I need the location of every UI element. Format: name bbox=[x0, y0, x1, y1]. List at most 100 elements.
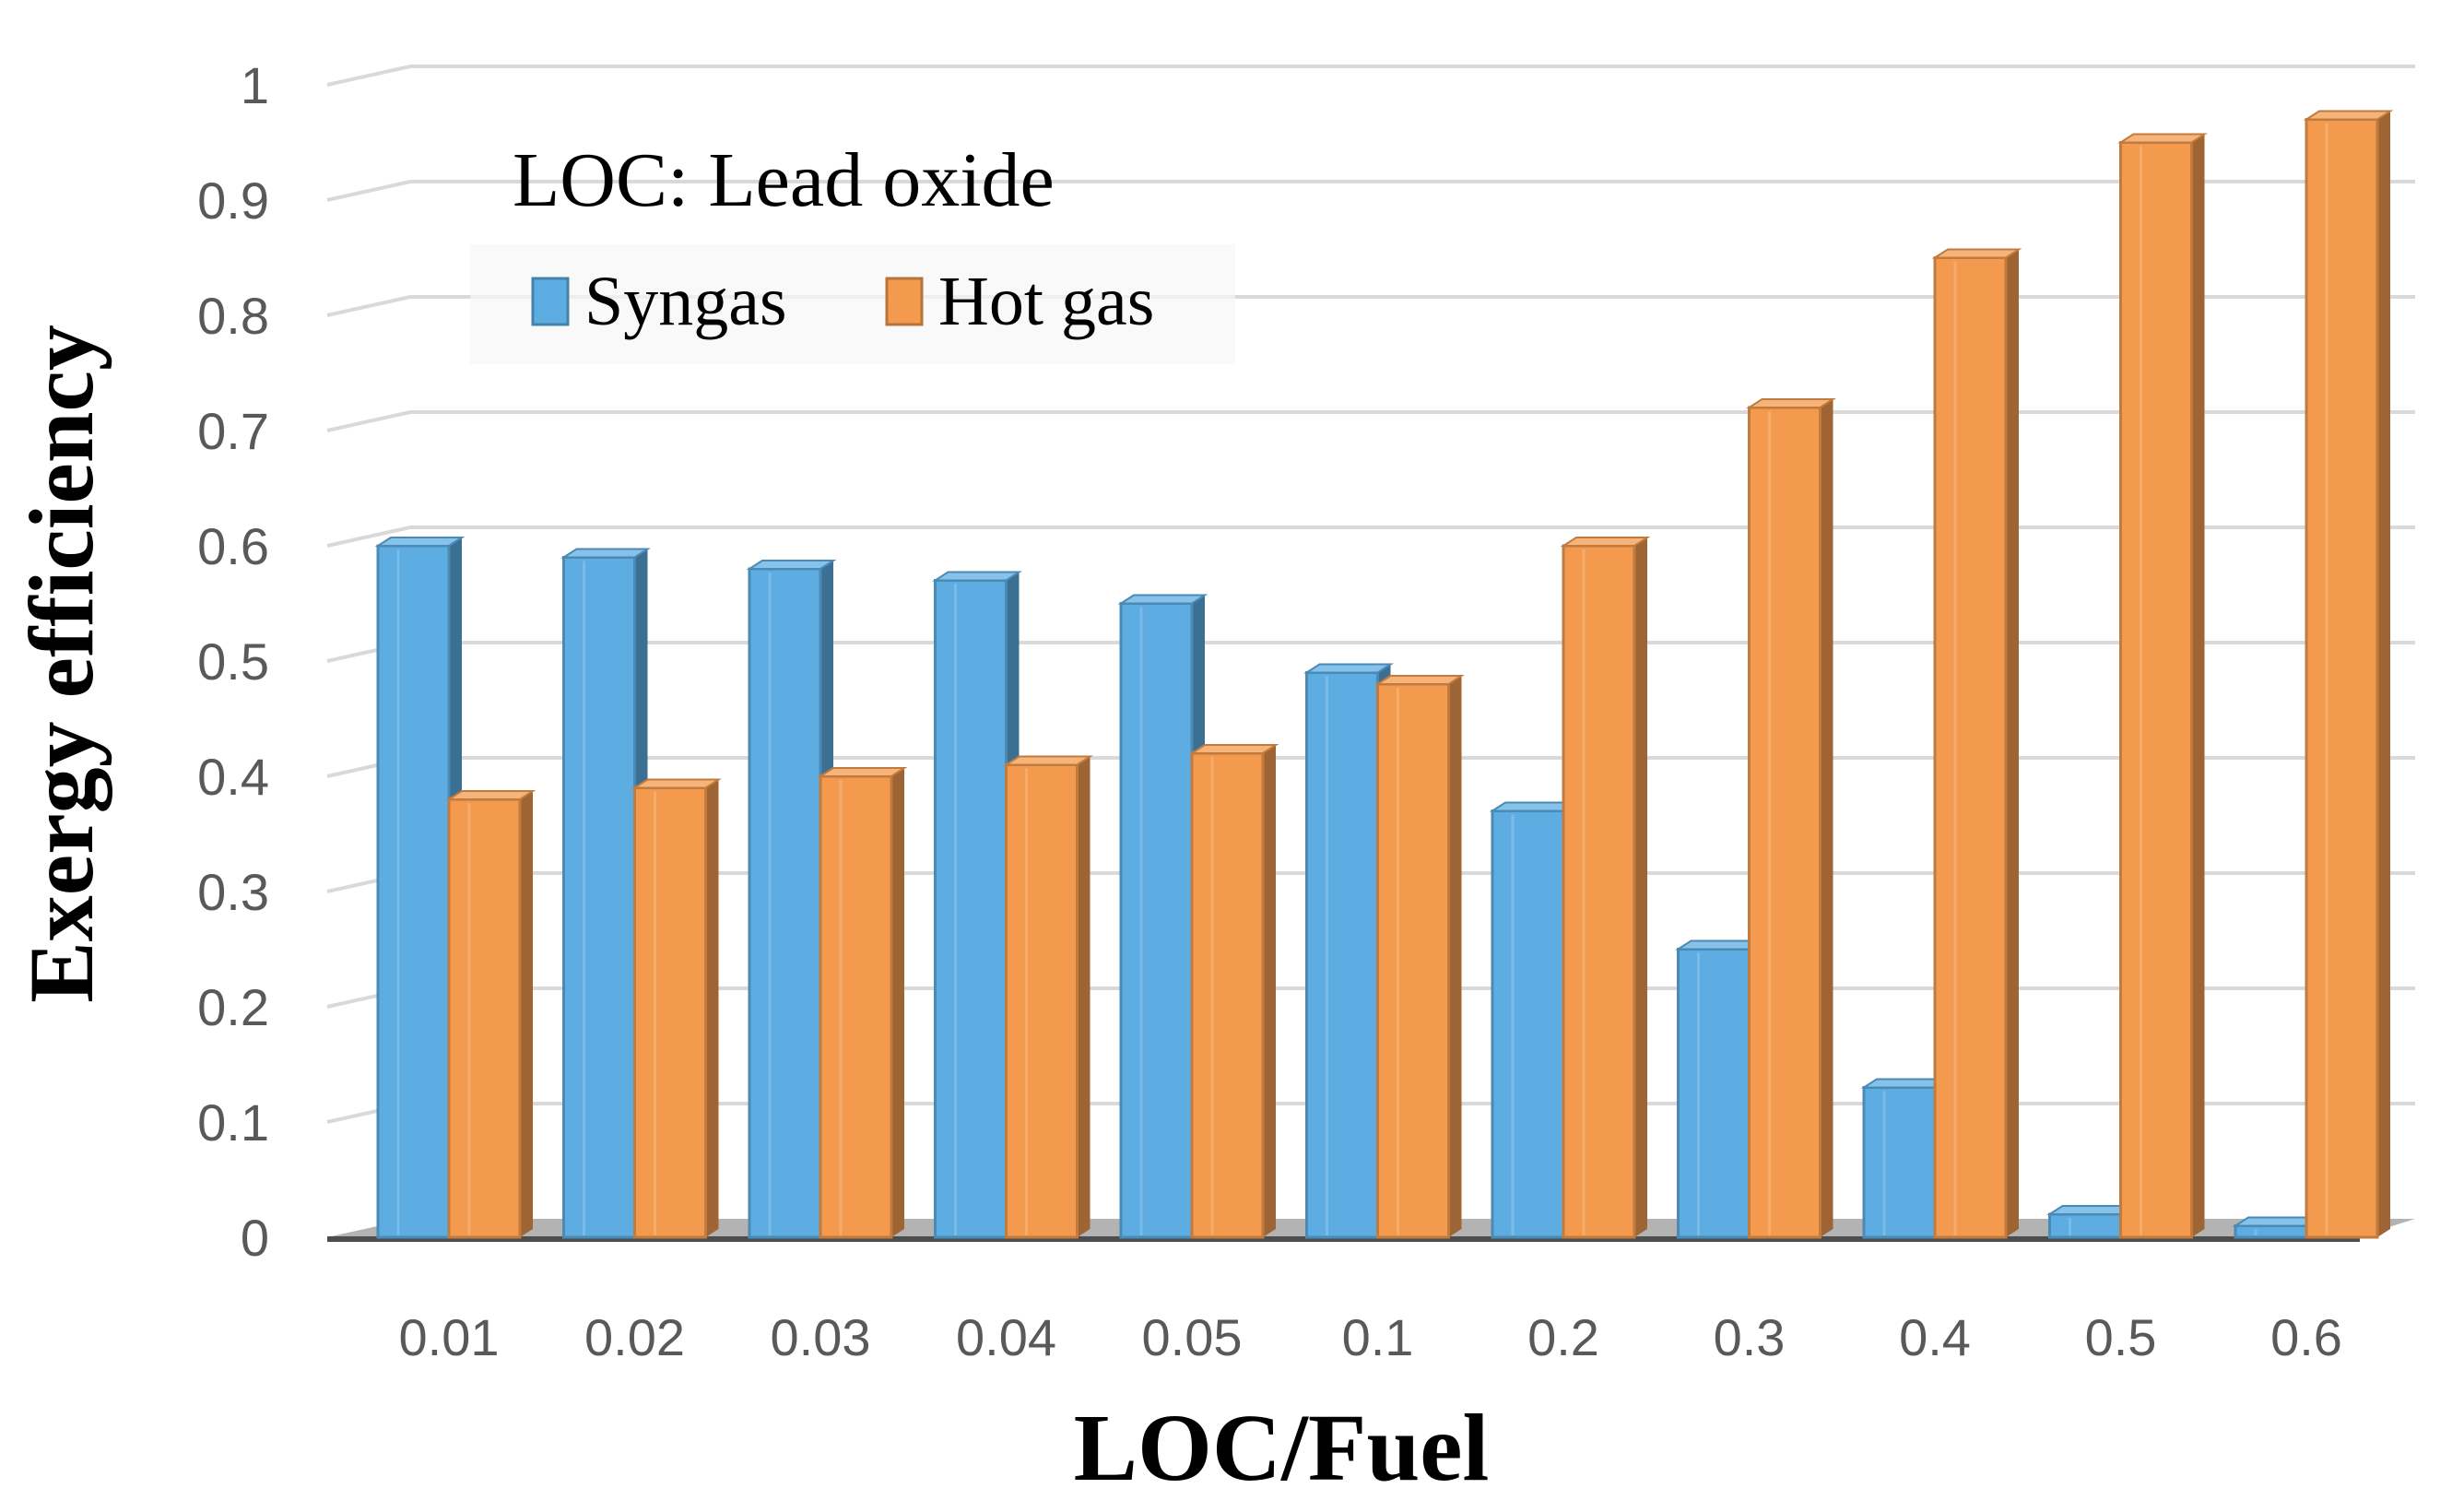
bar-top bbox=[2303, 110, 2394, 121]
legend: Syngas Hot gas bbox=[470, 244, 1235, 364]
bar-top bbox=[560, 548, 651, 559]
y-tick-label: 0.4 bbox=[197, 748, 269, 806]
x-tick-label: 0.3 bbox=[1714, 1308, 1786, 1366]
bar-hot-gas bbox=[1746, 398, 1836, 1239]
y-tick-label: 0.8 bbox=[197, 287, 269, 345]
bar-front bbox=[1305, 671, 1379, 1239]
x-axis-title: LOC/Fuel bbox=[1074, 1395, 1490, 1501]
bar-hot-gas bbox=[2303, 110, 2394, 1239]
bar-side bbox=[2377, 111, 2390, 1237]
x-tick-label: 0.5 bbox=[2085, 1308, 2157, 1366]
bar-top bbox=[1560, 537, 1651, 547]
bar-hot-gas bbox=[1560, 537, 1651, 1239]
bar-top bbox=[1003, 755, 1093, 766]
bar-top bbox=[445, 790, 536, 800]
bar-front bbox=[2048, 1212, 2122, 1239]
bar-front bbox=[1933, 256, 2008, 1239]
bar-front bbox=[934, 579, 1008, 1239]
x-tick-label: 0.05 bbox=[1142, 1308, 1243, 1366]
y-tick-label: 0.3 bbox=[197, 863, 269, 921]
bar-top bbox=[374, 537, 466, 547]
bar-side bbox=[1634, 537, 1647, 1237]
bar-top bbox=[1303, 663, 1394, 674]
bar-side bbox=[1820, 399, 1833, 1237]
gridline bbox=[326, 180, 2415, 202]
bar-top bbox=[2117, 133, 2208, 144]
bar-hot-gas bbox=[445, 790, 536, 1239]
bar-front bbox=[1119, 602, 1194, 1239]
x-tick-label: 0.01 bbox=[399, 1308, 500, 1366]
bar-front bbox=[1190, 751, 1265, 1239]
x-tick-label: 0.03 bbox=[771, 1308, 871, 1366]
x-tick-label: 0.1 bbox=[1342, 1308, 1414, 1366]
bar-top bbox=[631, 778, 722, 789]
bar-hot-gas bbox=[1931, 248, 2022, 1239]
gridline bbox=[326, 65, 2415, 87]
bar-top bbox=[932, 571, 1022, 582]
bars bbox=[374, 110, 2394, 1239]
bar-top bbox=[817, 767, 908, 777]
legend-background bbox=[470, 244, 1235, 364]
bar-side bbox=[891, 768, 904, 1237]
x-axis-ticks: 0.01 0.02 0.03 0.04 0.05 0.1 0.2 0.3 0.4 0.5 0.6 bbox=[399, 1308, 2342, 1366]
x-tick-label: 0.6 bbox=[2270, 1308, 2342, 1366]
legend-swatch-hot-gas bbox=[885, 277, 924, 326]
bar-top bbox=[1117, 594, 1208, 605]
bar-front bbox=[1862, 1086, 1937, 1239]
bar-front bbox=[2119, 141, 2193, 1239]
legend-label-syngas: Syngas bbox=[584, 263, 787, 340]
gridline bbox=[326, 526, 2415, 548]
bar-side bbox=[2191, 134, 2205, 1237]
y-tick-label: 0.5 bbox=[197, 632, 269, 691]
y-tick-label: 0.1 bbox=[197, 1093, 269, 1152]
bar-hot-gas bbox=[817, 767, 908, 1239]
bar-front bbox=[1376, 682, 1450, 1239]
bar-hot-gas bbox=[1003, 755, 1093, 1239]
y-axis-ticks: 0 0.1 0.2 0.3 0.4 0.5 0.6 0.7 0.8 0.9 1 bbox=[197, 56, 269, 1267]
bar-front bbox=[1562, 544, 1636, 1239]
bar-front bbox=[1677, 948, 1751, 1239]
x-tick-label: 0.04 bbox=[956, 1308, 1056, 1366]
bar-front bbox=[562, 556, 636, 1239]
y-tick-label: 0.6 bbox=[197, 517, 269, 575]
bar-top bbox=[1931, 248, 2022, 259]
bar-front bbox=[376, 544, 451, 1239]
y-tick-label: 0.2 bbox=[197, 978, 269, 1036]
bar-side bbox=[705, 779, 719, 1237]
y-axis-title: Exergy efficiency bbox=[10, 325, 112, 1003]
bar-top bbox=[1746, 398, 1836, 408]
bar-front bbox=[633, 786, 707, 1239]
legend-label-hot-gas: Hot gas bbox=[938, 263, 1154, 340]
bar-top bbox=[1374, 675, 1465, 685]
bar-front bbox=[2305, 118, 2379, 1239]
bar-syngas bbox=[746, 560, 837, 1239]
bar-front bbox=[748, 567, 822, 1239]
y-tick-label: 1 bbox=[241, 56, 269, 114]
bar-side bbox=[1077, 756, 1091, 1237]
bar-top bbox=[746, 560, 837, 570]
x-tick-label: 0.02 bbox=[584, 1308, 685, 1366]
bar-front bbox=[447, 797, 522, 1239]
x-tick-label: 0.2 bbox=[1527, 1308, 1599, 1366]
gridline bbox=[326, 410, 2415, 432]
bar-front bbox=[819, 774, 893, 1239]
bar-front bbox=[1005, 763, 1079, 1239]
bar-side bbox=[2006, 249, 2019, 1237]
bar-front bbox=[1491, 809, 1565, 1239]
bar-hot-gas bbox=[2117, 133, 2208, 1239]
y-tick-label: 0 bbox=[241, 1209, 269, 1267]
bar-front bbox=[2234, 1224, 2308, 1239]
bar-side bbox=[520, 791, 533, 1237]
bar-hot-gas bbox=[1188, 744, 1279, 1239]
y-tick-label: 0.7 bbox=[197, 402, 269, 460]
bar-hot-gas bbox=[631, 778, 722, 1239]
bar-top bbox=[1188, 744, 1279, 754]
bar-front bbox=[1748, 406, 1821, 1239]
gridline bbox=[326, 295, 2415, 317]
bar-hot-gas bbox=[1374, 675, 1465, 1239]
legend-swatch-syngas bbox=[531, 277, 570, 326]
y-tick-label: 0.9 bbox=[197, 171, 269, 230]
x-tick-label: 0.4 bbox=[1899, 1308, 1971, 1366]
